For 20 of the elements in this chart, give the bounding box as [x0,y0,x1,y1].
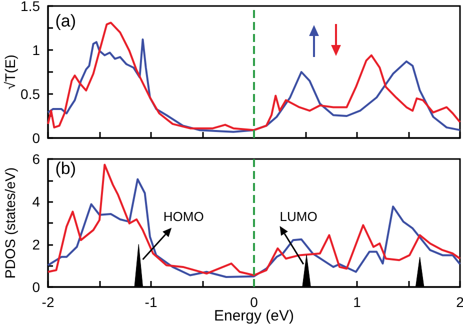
annotation: LUMO [280,209,318,224]
y-tick-label: 6 [32,151,40,167]
y-axis-title: PDOS (states/eV) [2,167,18,279]
annotation: HOMO [163,209,204,224]
y-tick-label: 4 [32,194,40,210]
annotation: (a) [55,11,76,30]
y-tick-label: 0 [32,130,40,146]
x-tick-label: -2 [42,294,54,310]
x-tick-label: -1 [144,294,158,310]
y-tick-label: 0.5 [20,86,40,102]
x-tick-label: 1 [353,294,362,310]
y-tick-label: 1.5 [20,0,40,14]
x-tick-label: 0 [250,294,258,310]
y-axis-title: √T(E) [2,54,18,90]
y-tick-label: 1 [32,42,40,58]
x-axis-title: Energy (eV) [214,308,294,324]
y-tick-label: 2 [32,236,40,252]
y-tick-label: 0 [32,279,40,295]
annotation: (b) [55,159,76,178]
x-tick-label: 2 [456,294,463,310]
